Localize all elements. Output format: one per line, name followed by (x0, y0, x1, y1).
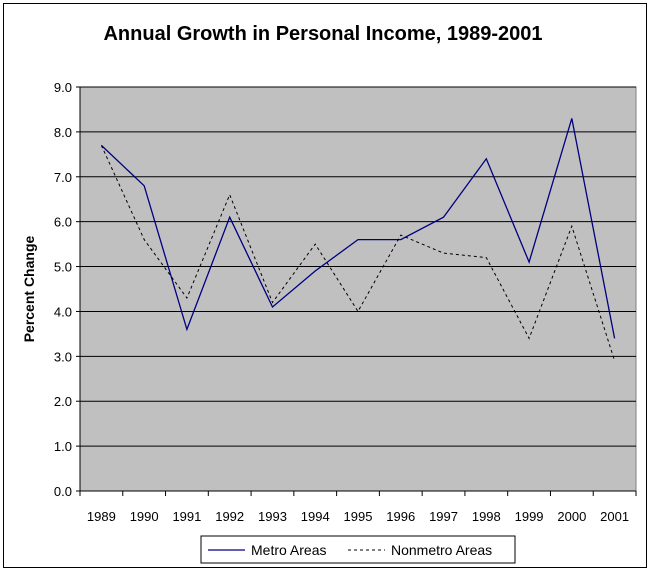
x-tick-label: 1995 (344, 509, 373, 524)
x-tick-label: 2001 (600, 509, 629, 524)
y-tick-label: 5.0 (54, 260, 72, 275)
chart-title: Annual Growth in Personal Income, 1989-2… (103, 23, 542, 45)
x-tick-label: 1999 (515, 509, 544, 524)
gridlines (80, 86, 636, 447)
y-axis-ticks: 0.0 1.0 2.0 3.0 4.0 5.0 6.0 7.0 8.0 9.0 (54, 80, 636, 499)
y-tick-label: 3.0 (54, 349, 72, 364)
x-tick-label: 1989 (87, 509, 116, 524)
x-tick-label: 1998 (472, 509, 501, 524)
y-tick-label: 6.0 (54, 215, 72, 230)
x-tick-label: 1991 (172, 509, 201, 524)
series-layer (100, 118, 616, 361)
y-axis-label: Percent Change (21, 235, 37, 342)
y-tick-label: 7.0 (54, 170, 72, 185)
y-tick-label: 9.0 (54, 80, 72, 95)
series-line-nonmetro-areas (100, 145, 616, 361)
series-line-metro-areas (100, 118, 616, 339)
x-tick-label: 1992 (215, 509, 244, 524)
y-tick-label: 4.0 (54, 304, 72, 319)
x-tick-label: 1997 (429, 509, 458, 524)
x-tick-label: 1990 (130, 509, 159, 524)
x-tick-label: 1994 (301, 509, 330, 524)
x-tick-label: 1993 (258, 509, 287, 524)
x-tick-label: 1996 (386, 509, 415, 524)
y-tick-label: 0.0 (54, 484, 72, 499)
x-axis-ticks: 1989 1990 1991 1992 1993 1994 1995 1996 1997 1998… (79, 491, 637, 524)
plot-area (79, 86, 637, 492)
legend-label-metro-areas: Metro Areas (251, 542, 326, 558)
y-tick-label: 2.0 (54, 394, 72, 409)
legend-box (200, 535, 516, 564)
legend-label-nonmetro-areas: Nonmetro Areas (391, 542, 492, 558)
x-tick-label: 2000 (557, 509, 586, 524)
legend: Metro Areas Nonmetro Areas (200, 535, 516, 564)
y-tick-label: 1.0 (54, 439, 72, 454)
y-tick-label: 8.0 (54, 125, 72, 140)
